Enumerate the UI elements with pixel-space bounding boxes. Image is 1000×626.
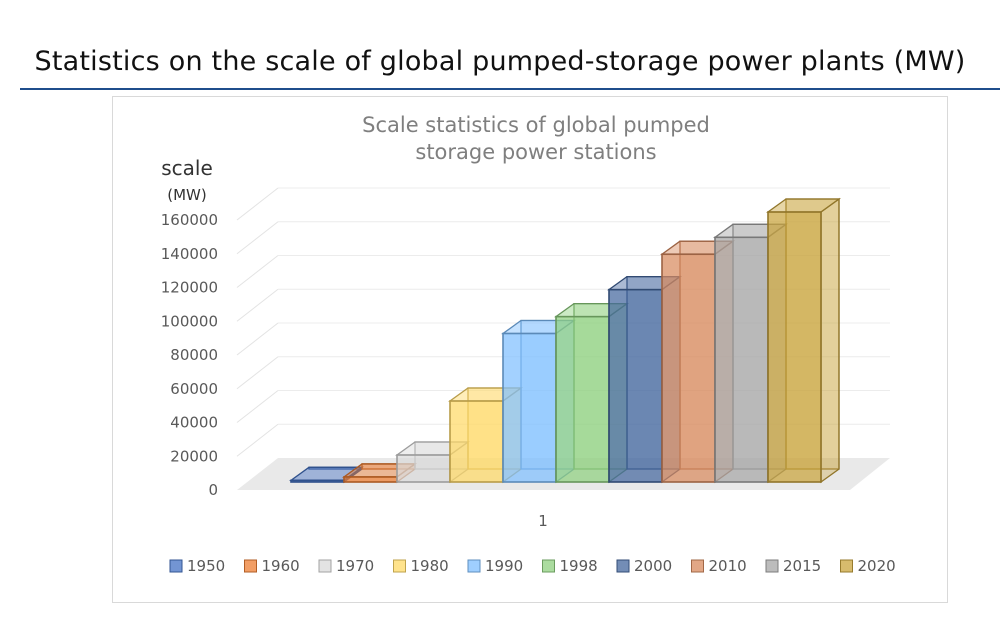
bar-2020: [765, 197, 842, 484]
legend-label: 2020: [858, 557, 896, 575]
legend-item-1990: 1990: [467, 557, 523, 575]
gridline-side: [236, 221, 279, 255]
y-tick-label: 100000: [161, 312, 218, 330]
y-tick-label: 60000: [170, 380, 218, 398]
page-title: Statistics on the scale of global pumped…: [34, 46, 966, 77]
legend-label: 2000: [634, 557, 672, 575]
legend-item-1960: 1960: [244, 557, 300, 575]
gridline-side: [236, 423, 279, 457]
legend-label: 1998: [560, 557, 598, 575]
chart-title-line-2: storage power stations: [415, 140, 656, 164]
legend-item-2010: 2010: [691, 557, 747, 575]
y-axis-ticks: 0 20000 40000 60000 80000 100000 120000 140000 1…: [161, 211, 218, 499]
legend-item-1998: 1998: [542, 557, 598, 575]
legend-item-2015: 2015: [765, 557, 821, 575]
gridline-side: [236, 356, 279, 390]
legend-swatch: [169, 559, 183, 573]
legend-label: 1950: [187, 557, 225, 575]
legend-label: 2010: [709, 557, 747, 575]
gridline-side: [236, 288, 279, 322]
legend-swatch: [244, 559, 257, 573]
y-axis-unit: (MW): [167, 186, 206, 204]
legend-swatch: [393, 559, 406, 573]
legend-item-1970: 1970: [318, 557, 374, 575]
legend-item-1980: 1980: [393, 557, 449, 575]
legend-swatch: [691, 559, 704, 573]
y-tick-label: 120000: [161, 279, 218, 297]
legend-item-1950: 1950: [169, 557, 225, 575]
legend-swatch: [318, 559, 332, 573]
x-tick-label: 1: [538, 512, 548, 530]
legend-swatch: [542, 559, 555, 573]
legend-item-2000: 2000: [616, 557, 672, 575]
legend-swatch: [840, 559, 853, 573]
legend-item-2020: 2020: [840, 557, 896, 575]
legend-label: 1980: [411, 557, 449, 575]
gridline-side: [236, 390, 279, 423]
legend-label: 2015: [783, 557, 821, 575]
chart-title-line-1: Scale statistics of global pumped: [362, 113, 710, 137]
legend-swatch: [616, 559, 630, 573]
gridline-side: [236, 187, 279, 221]
legend-label: 1960: [262, 557, 300, 575]
y-tick-label: 140000: [161, 245, 218, 263]
y-tick-label: 40000: [170, 414, 218, 432]
gridline-side: [236, 255, 279, 288]
legend-swatch: [765, 559, 779, 573]
legend-label: 1970: [336, 557, 374, 575]
bars: [288, 197, 842, 484]
y-tick-label: 80000: [170, 346, 218, 364]
y-tick-label: 160000: [161, 211, 218, 229]
y-tick-label: 0: [208, 481, 218, 499]
y-tick-label: 20000: [170, 447, 218, 465]
legend-label: 1990: [485, 557, 523, 575]
gridline-side: [236, 322, 279, 356]
legend: 1950 1960 1970 1980 1990 1998 2000 2010 2015 2020: [169, 557, 896, 575]
legend-swatch: [467, 559, 481, 573]
title-divider: [20, 88, 1000, 90]
y-axis-label: scale: [161, 156, 213, 180]
